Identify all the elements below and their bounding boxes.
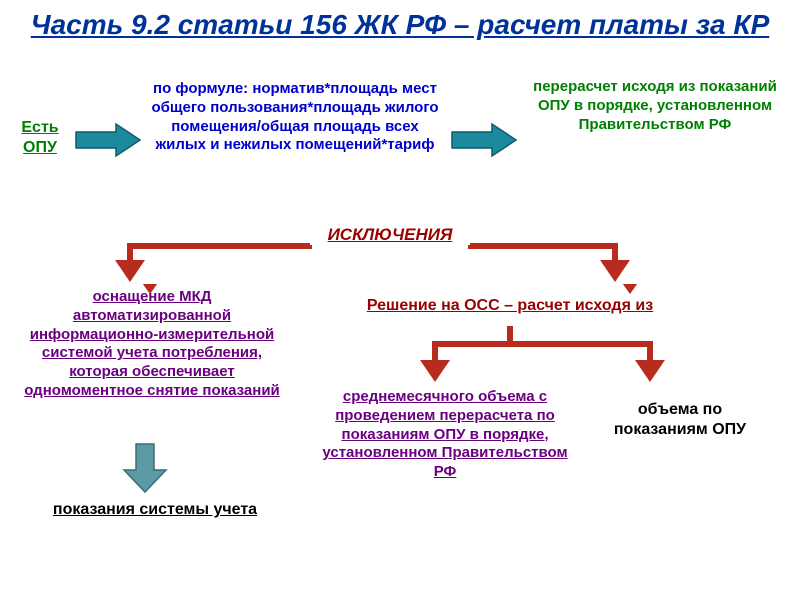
arrow-icon xyxy=(72,120,144,160)
label-recalc: перерасчет исходя из показаний ОПУ в пор… xyxy=(530,78,780,134)
label-avg: среднемесячного объема с проведением пер… xyxy=(320,388,570,482)
label-exceptions: ИСКЛЮЧЕНИЯ xyxy=(310,224,470,245)
label-oss: Решение на ОСС – расчет исходя из xyxy=(320,296,700,316)
down-arrow-icon xyxy=(120,440,170,496)
label-vol: объема по показаниям ОПУ xyxy=(590,400,770,440)
arrow-icon xyxy=(448,120,520,160)
branch-arrow-icon xyxy=(340,316,760,386)
label-opu: Есть ОПУ xyxy=(12,118,68,158)
label-mkd: оснащение МКД автоматизированной информа… xyxy=(12,288,292,401)
page-title: Часть 9.2 статьи 156 ЖК РФ – расчет плат… xyxy=(0,0,800,46)
label-formula: по формуле: норматив*площадь мест общего… xyxy=(150,80,440,155)
label-system: показания системы учета xyxy=(40,500,270,520)
